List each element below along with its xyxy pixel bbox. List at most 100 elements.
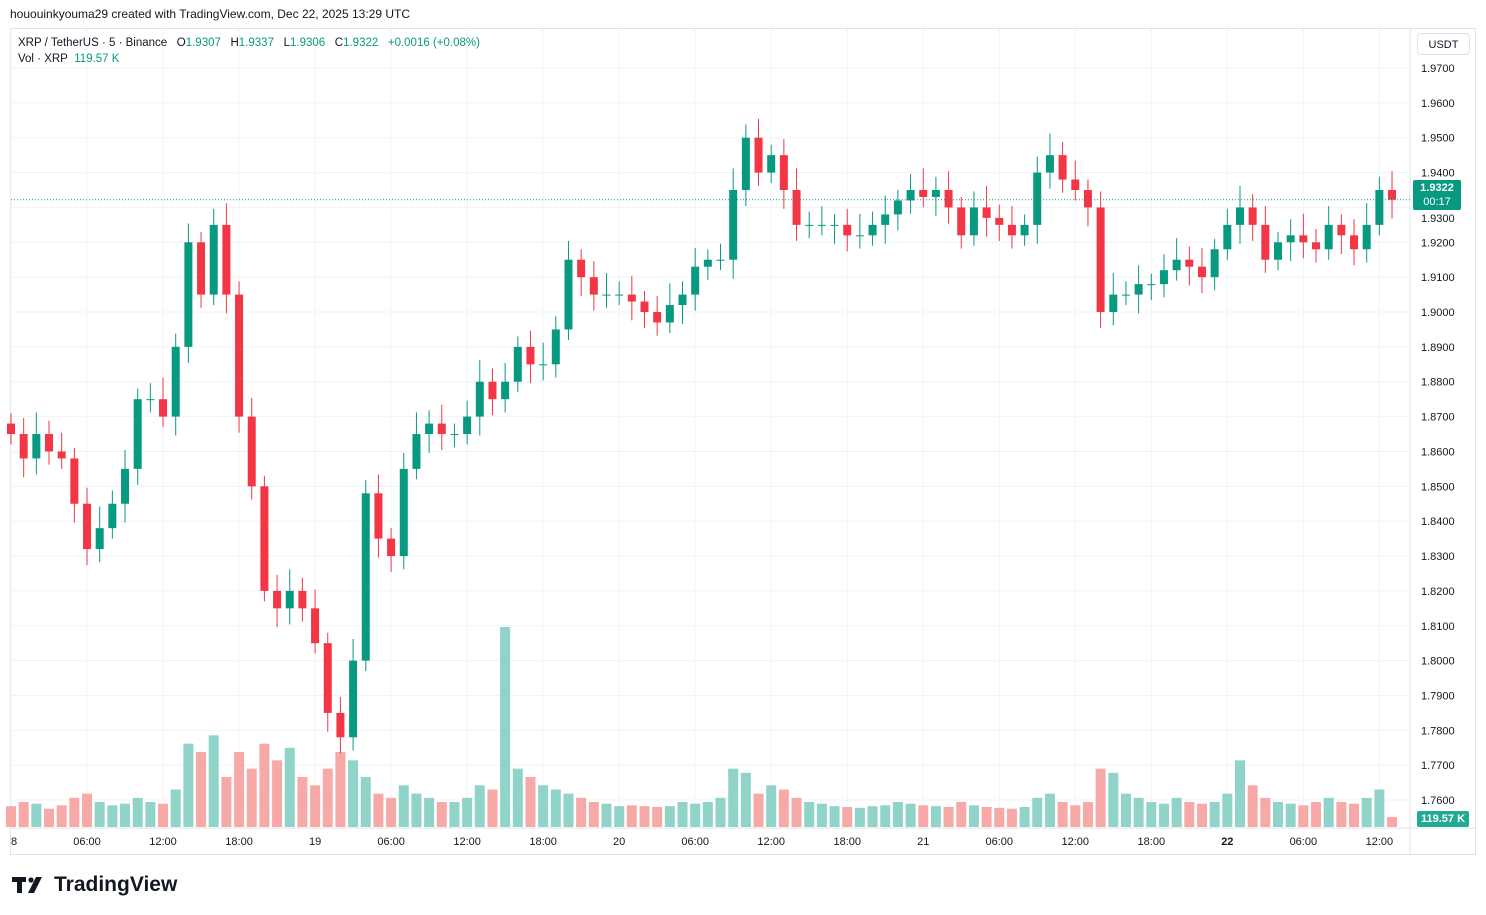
volume-bar	[1158, 803, 1169, 827]
candle-body	[298, 590, 307, 609]
x-tick-label: 21	[917, 836, 929, 848]
volume-bar	[677, 802, 688, 827]
candle-body	[1159, 270, 1168, 285]
candle-body	[843, 224, 852, 236]
candle-body	[1350, 235, 1359, 250]
volume-bar	[360, 777, 371, 827]
volume-bar	[18, 802, 29, 827]
volume-bar	[576, 797, 587, 827]
volume-bar	[1108, 772, 1119, 827]
volume-bar	[474, 785, 485, 827]
countdown: 00:17	[1423, 196, 1451, 208]
volume-bar	[259, 743, 270, 827]
volume-bar	[588, 802, 599, 827]
volume-bar	[1374, 789, 1385, 827]
candle-body	[235, 294, 244, 417]
candle-body	[564, 259, 573, 330]
volume-bar	[1184, 802, 1195, 827]
volume-bar	[1247, 785, 1258, 827]
volume-bar	[1057, 802, 1068, 827]
volume-bar	[1260, 797, 1271, 827]
candle-body	[805, 224, 814, 226]
candle-body	[1337, 224, 1346, 236]
candle-body	[197, 242, 206, 295]
candle-body	[716, 259, 725, 261]
volume-bar	[1006, 808, 1017, 827]
volume-bar	[994, 807, 1005, 827]
open-value: 1.9307	[185, 37, 221, 49]
symbol[interactable]: XRP / TetherUS · 5 · Binance	[18, 37, 168, 49]
candle-body	[779, 155, 788, 191]
candle-body	[1172, 259, 1181, 271]
volume-bar	[943, 807, 954, 827]
y-tick-label: 1.9700	[1421, 63, 1455, 75]
volume-bar	[145, 802, 156, 827]
volume-bar	[436, 802, 447, 827]
volume-bar	[918, 805, 929, 827]
volume-bar	[1387, 817, 1398, 827]
volume-bar	[550, 789, 561, 827]
candle-body	[729, 190, 738, 260]
x-tick-label: 18:00	[1138, 836, 1166, 848]
volume-bar	[170, 789, 181, 827]
candle-body	[1375, 190, 1384, 225]
candle-body	[919, 190, 928, 197]
x-tick-label: 20	[613, 836, 625, 848]
volume-bar	[1146, 802, 1157, 827]
candle-body	[1045, 155, 1054, 173]
volume-bar	[449, 802, 460, 827]
candle-body	[1020, 224, 1029, 236]
candle-body	[475, 381, 484, 417]
volume-bar	[500, 627, 511, 827]
candle-body	[1083, 190, 1092, 208]
y-tick-label: 1.8200	[1421, 586, 1455, 598]
candle-body	[1388, 190, 1397, 200]
candle-body	[868, 224, 877, 236]
candle-body	[361, 493, 370, 661]
low-label: L	[283, 37, 290, 49]
volume-bar	[525, 777, 536, 827]
candle-body	[463, 416, 472, 435]
y-tick-label: 1.9000	[1421, 307, 1455, 319]
volume-bar	[930, 806, 941, 827]
candle-body	[741, 137, 750, 191]
y-tick-label: 1.8600	[1421, 446, 1455, 458]
volume-bar	[664, 806, 675, 827]
volume-bar	[386, 797, 397, 827]
candle-body	[792, 190, 801, 225]
volume-bar	[601, 803, 612, 827]
candle-body	[615, 294, 624, 296]
candle-body	[501, 381, 510, 400]
volume-bar	[829, 806, 840, 827]
volume-bar	[1336, 802, 1347, 827]
candle-body	[159, 399, 168, 417]
candle-body	[374, 493, 383, 539]
volume-bar	[411, 793, 422, 827]
y-tick-label: 1.7600	[1421, 795, 1455, 807]
tradingview-logo[interactable]: TradingView	[12, 873, 177, 897]
high-label: H	[230, 37, 239, 49]
candle-body	[1197, 266, 1206, 278]
volume-bar	[462, 797, 473, 827]
candle-body	[121, 468, 130, 504]
candle-body	[1274, 242, 1282, 260]
volume-bar	[804, 802, 815, 827]
candle-body	[1071, 179, 1080, 191]
x-tick-label: 12:00	[1366, 836, 1394, 848]
volume-bar	[1070, 805, 1081, 827]
x-tick-label: 12:00	[453, 836, 481, 848]
volume-bar	[854, 807, 865, 827]
x-tick-label: 12:00	[757, 836, 785, 848]
volume-bar	[1285, 803, 1296, 827]
volume-bar	[639, 806, 650, 827]
y-tick-label: 1.9200	[1421, 237, 1455, 249]
candle-body	[830, 224, 839, 226]
change-value: +0.0016 (+0.08%)	[387, 37, 480, 49]
volume-bar	[538, 785, 549, 827]
candle-body	[881, 214, 890, 225]
volume-bar	[766, 785, 777, 827]
low-value: 1.9306	[289, 37, 326, 49]
currency-button[interactable]: USDT	[1417, 33, 1470, 55]
volume-bar	[158, 803, 169, 827]
